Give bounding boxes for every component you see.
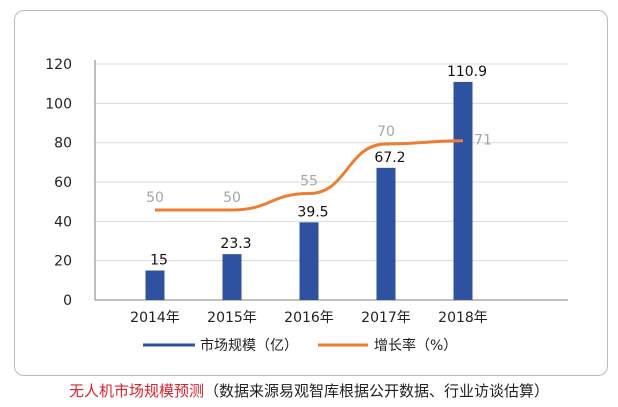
bar <box>222 254 242 300</box>
legend-label-line: 增长率（%） <box>374 337 457 354</box>
y-tick-label: 80 <box>54 136 72 152</box>
line-data-label: 71 <box>474 133 492 149</box>
x-tick-label: 2017年 <box>361 310 411 326</box>
y-tick-label: 40 <box>54 214 72 230</box>
y-tick-label: 120 <box>45 57 72 73</box>
y-tick-label: 20 <box>54 254 72 270</box>
legend-label-bars: 市场规模（亿） <box>200 337 298 354</box>
bar-data-label: 23.3 <box>220 236 251 252</box>
y-tick-label: 60 <box>54 175 72 191</box>
x-tick-label: 2018年 <box>438 310 488 326</box>
caption-source: （数据来源易观智库根据公开数据、行业访谈估算） <box>204 382 550 400</box>
bar <box>453 81 473 300</box>
bar-data-label: 67.2 <box>374 150 405 166</box>
line-data-label: 70 <box>377 124 395 140</box>
line-data-label: 50 <box>146 190 164 206</box>
growth-rate-line <box>154 139 464 212</box>
y-tick-label: 0 <box>63 293 72 309</box>
bar-data-label: 39.5 <box>297 204 328 220</box>
line-data-label: 55 <box>300 174 318 190</box>
bar-line-chart: 0 20 40 60 80 100 120 2014年 2015年 2016年 2017年 2018年… <box>45 57 568 354</box>
line-data-label: 50 <box>223 190 241 206</box>
x-tick-label: 2015年 <box>207 310 257 326</box>
bar-data-label: 110.9 <box>447 64 487 80</box>
chart-caption: 无人机市场规模预测（数据来源易观智库根据公开数据、行业访谈估算） <box>0 380 618 401</box>
caption-title: 无人机市场规模预测 <box>68 382 204 400</box>
bar-data-label: 15 <box>150 253 168 269</box>
bar <box>145 270 165 300</box>
bar <box>376 167 396 300</box>
y-tick-label: 100 <box>45 96 72 112</box>
x-tick-label: 2014年 <box>130 310 180 326</box>
x-tick-label: 2016年 <box>284 310 334 326</box>
bar <box>299 222 319 300</box>
